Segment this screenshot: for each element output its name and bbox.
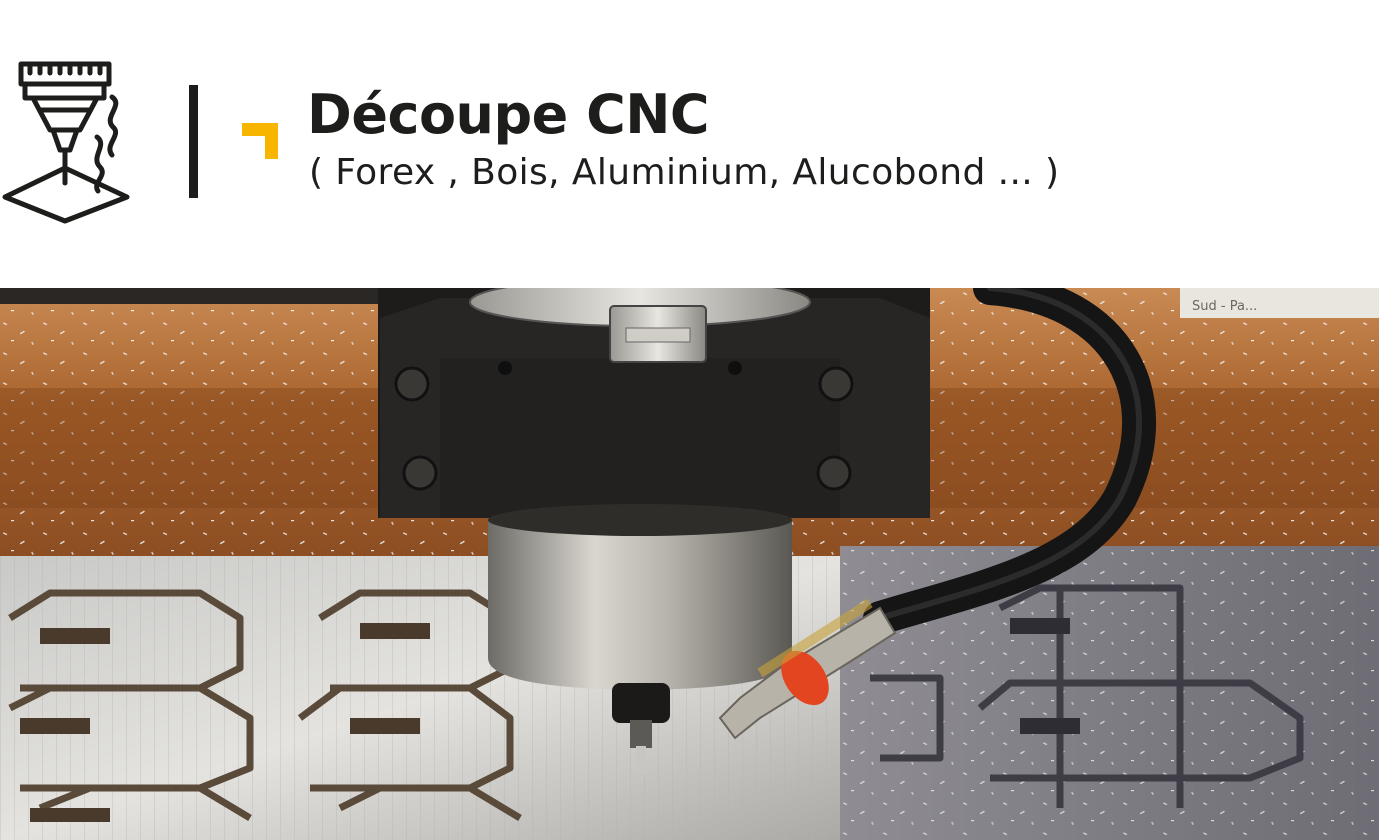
corner-accent-icon xyxy=(242,123,278,159)
header-divider xyxy=(189,85,198,198)
page-title: Découpe CNC xyxy=(307,83,710,146)
page-subtitle: ( Forex , Bois, Aluminium, Alucobond ...… xyxy=(309,152,1060,193)
cnc-machining-photo: Sud - Pa... xyxy=(0,288,1379,840)
paper-label-text: Sud - Pa... xyxy=(1192,299,1257,314)
header-banner: Découpe CNC ( Forex , Bois, Aluminium, A… xyxy=(0,0,1379,288)
cnc-router-icon xyxy=(2,61,130,224)
